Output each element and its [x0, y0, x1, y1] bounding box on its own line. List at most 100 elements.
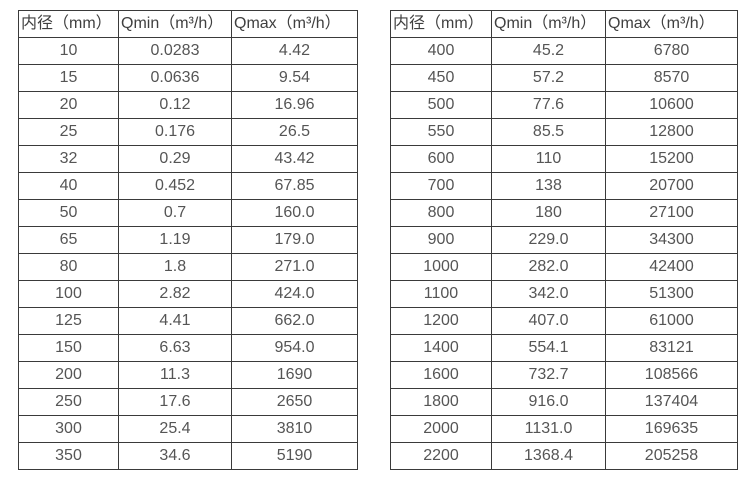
cell-qmax: 1690 [231, 361, 358, 389]
cell-qmax: 954.0 [231, 334, 358, 362]
column-header-diameter: 内径（mm） [18, 10, 119, 38]
cell-diameter: 800 [390, 199, 492, 227]
table-row: 500 77.6 10600 [390, 91, 738, 119]
cell-diameter: 350 [18, 442, 119, 470]
table-row: 100 2.82 424.0 [18, 280, 358, 308]
cell-diameter: 32 [18, 145, 119, 173]
table-row: 450 57.2 8570 [390, 64, 738, 92]
cell-qmin: 1.19 [118, 226, 232, 254]
table-row: 15 0.0636 9.54 [18, 64, 358, 92]
table-row: 1400 554.1 83121 [390, 334, 738, 362]
cell-diameter: 20 [18, 91, 119, 119]
cell-qmin: 57.2 [491, 64, 606, 92]
cell-qmin: 0.0636 [118, 64, 232, 92]
cell-diameter: 700 [390, 172, 492, 200]
cell-diameter: 15 [18, 64, 119, 92]
cell-qmax: 12800 [605, 118, 738, 146]
cell-diameter: 450 [390, 64, 492, 92]
cell-qmax: 43.42 [231, 145, 358, 173]
cell-qmax: 3810 [231, 415, 358, 443]
cell-qmin: 17.6 [118, 388, 232, 416]
cell-qmin: 4.41 [118, 307, 232, 335]
cell-qmax: 271.0 [231, 253, 358, 281]
cell-qmax: 137404 [605, 388, 738, 416]
cell-qmin: 0.7 [118, 199, 232, 227]
cell-diameter: 25 [18, 118, 119, 146]
cell-qmin: 916.0 [491, 388, 606, 416]
cell-qmax: 205258 [605, 442, 738, 470]
cell-qmax: 9.54 [231, 64, 358, 92]
table-row: 25 0.176 26.5 [18, 118, 358, 146]
cell-qmin: 180 [491, 199, 606, 227]
cell-qmax: 108566 [605, 361, 738, 389]
cell-qmax: 34300 [605, 226, 738, 254]
column-header-qmax: Qmax（m³/h） [231, 10, 358, 38]
cell-qmin: 25.4 [118, 415, 232, 443]
cell-qmax: 83121 [605, 334, 738, 362]
table-row: 40 0.452 67.85 [18, 172, 358, 200]
table-row: 200 11.3 1690 [18, 361, 358, 389]
cell-diameter: 500 [390, 91, 492, 119]
cell-qmax: 8570 [605, 64, 738, 92]
cell-diameter: 125 [18, 307, 119, 335]
cell-qmin: 342.0 [491, 280, 606, 308]
cell-diameter: 200 [18, 361, 119, 389]
cell-qmax: 20700 [605, 172, 738, 200]
cell-diameter: 150 [18, 334, 119, 362]
cell-qmax: 26.5 [231, 118, 358, 146]
table-row: 2200 1368.4 205258 [390, 442, 738, 470]
cell-qmin: 138 [491, 172, 606, 200]
table-row: 300 25.4 3810 [18, 415, 358, 443]
cell-qmin: 11.3 [118, 361, 232, 389]
cell-diameter: 1100 [390, 280, 492, 308]
table-row: 250 17.6 2650 [18, 388, 358, 416]
header-row: 内径（mm） Qmin（m³/h） Qmax（m³/h） [18, 10, 358, 38]
header-row: 内径（mm） Qmin（m³/h） Qmax（m³/h） [390, 10, 738, 38]
flow-spec-table-small-diameters: 内径（mm） Qmin（m³/h） Qmax（m³/h） 10 0.0283 4.42 1… [18, 10, 358, 470]
cell-diameter: 50 [18, 199, 119, 227]
cell-diameter: 1600 [390, 361, 492, 389]
cell-qmin: 229.0 [491, 226, 606, 254]
cell-diameter: 1200 [390, 307, 492, 335]
table-row: 80 1.8 271.0 [18, 253, 358, 281]
cell-qmax: 662.0 [231, 307, 358, 335]
cell-qmin: 6.63 [118, 334, 232, 362]
cell-qmin: 110 [491, 145, 606, 173]
cell-qmin: 554.1 [491, 334, 606, 362]
table-row: 50 0.7 160.0 [18, 199, 358, 227]
cell-diameter: 2200 [390, 442, 492, 470]
cell-qmin: 0.176 [118, 118, 232, 146]
cell-diameter: 300 [18, 415, 119, 443]
cell-qmax: 160.0 [231, 199, 358, 227]
table-body: 10 0.0283 4.42 15 0.0636 9.54 20 0.12 16.96 25 0.1… [18, 37, 358, 470]
cell-qmin: 732.7 [491, 361, 606, 389]
cell-qmax: 67.85 [231, 172, 358, 200]
cell-diameter: 65 [18, 226, 119, 254]
cell-qmin: 1.8 [118, 253, 232, 281]
table-row: 20 0.12 16.96 [18, 91, 358, 119]
cell-qmax: 2650 [231, 388, 358, 416]
column-header-diameter: 内径（mm） [390, 10, 492, 38]
table-row: 1800 916.0 137404 [390, 388, 738, 416]
table-row: 700 138 20700 [390, 172, 738, 200]
cell-diameter: 80 [18, 253, 119, 281]
cell-diameter: 400 [390, 37, 492, 65]
cell-qmin: 282.0 [491, 253, 606, 281]
table-row: 125 4.41 662.0 [18, 307, 358, 335]
table-header: 内径（mm） Qmin（m³/h） Qmax（m³/h） [390, 10, 738, 38]
table-row: 65 1.19 179.0 [18, 226, 358, 254]
cell-diameter: 1400 [390, 334, 492, 362]
cell-qmax: 51300 [605, 280, 738, 308]
column-header-qmin: Qmin（m³/h） [118, 10, 232, 38]
table-row: 1200 407.0 61000 [390, 307, 738, 335]
cell-qmin: 77.6 [491, 91, 606, 119]
cell-qmax: 4.42 [231, 37, 358, 65]
column-header-qmax: Qmax（m³/h） [605, 10, 738, 38]
cell-qmax: 5190 [231, 442, 358, 470]
cell-diameter: 250 [18, 388, 119, 416]
cell-qmin: 2.82 [118, 280, 232, 308]
cell-qmin: 45.2 [491, 37, 606, 65]
table-header: 内径（mm） Qmin（m³/h） Qmax（m³/h） [18, 10, 358, 38]
cell-diameter: 600 [390, 145, 492, 173]
